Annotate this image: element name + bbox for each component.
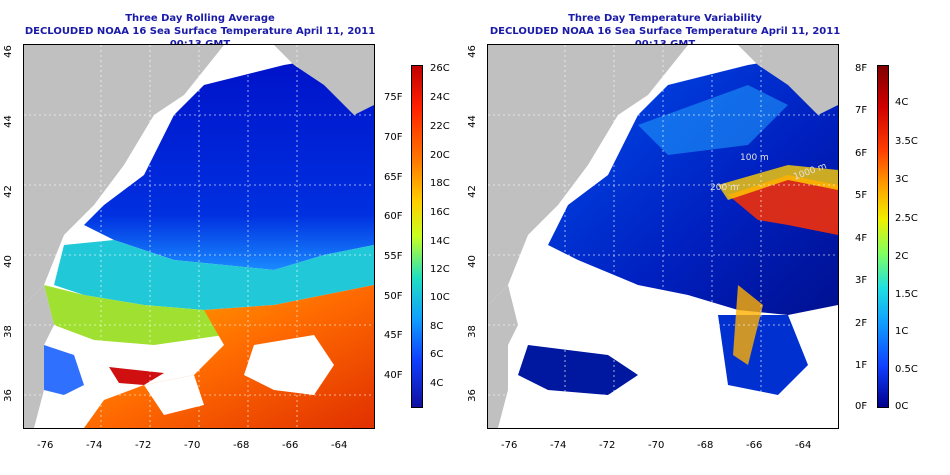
right-cb-f-5: 5F <box>855 190 868 201</box>
right-cb-c-1.5: 1.5C <box>895 289 918 300</box>
right-lat-38: 38 <box>466 325 478 338</box>
left-cb-c-20: 20C <box>430 150 450 161</box>
right-lat-42: 42 <box>466 185 478 198</box>
contour-label-100m: 100 m <box>740 153 769 163</box>
right-lon-70: -70 <box>648 440 665 451</box>
right-cb-f-0: 0F <box>855 401 868 412</box>
left-lat-42: 42 <box>2 185 14 198</box>
right-title-line1: Three Day Temperature Variability <box>568 13 762 24</box>
right-cb-c-3.5: 3.5C <box>895 136 918 147</box>
left-lon-66: -66 <box>282 440 299 451</box>
left-cb-c-24: 24C <box>430 92 450 103</box>
right-cb-f-4: 4F <box>855 233 868 244</box>
left-lon-64: -64 <box>331 440 348 451</box>
right-lon-66: -66 <box>746 440 763 451</box>
right-lat-44: 44 <box>466 115 478 128</box>
right-map-graphic <box>488 45 838 428</box>
left-cb-c-16: 16C <box>430 207 450 218</box>
right-cb-f-1: 1F <box>855 360 868 371</box>
right-cb-f-2: 2F <box>855 318 868 329</box>
left-lon-68: -68 <box>233 440 250 451</box>
left-cb-f-40: 40F <box>384 370 403 381</box>
right-lon-76: -76 <box>501 440 518 451</box>
left-cb-c-12: 12C <box>430 264 450 275</box>
left-cb-c-26: 26C <box>430 63 450 74</box>
right-cb-c-2: 2C <box>895 251 909 262</box>
left-cb-f-50: 50F <box>384 291 403 302</box>
left-lat-38: 38 <box>2 325 14 338</box>
right-map: 1000 m 200 m 100 m <box>487 44 839 429</box>
right-cb-c-3: 3C <box>895 174 909 185</box>
left-cb-c-8: 8C <box>430 321 444 332</box>
left-title-line1: Three Day Rolling Average <box>125 13 275 24</box>
left-lat-44: 44 <box>2 115 14 128</box>
right-cb-c-1: 1C <box>895 326 909 337</box>
right-lon-74: -74 <box>550 440 567 451</box>
left-cb-f-75: 75F <box>384 92 403 103</box>
left-cb-f-70: 70F <box>384 132 403 143</box>
left-cb-c-18: 18C <box>430 178 450 189</box>
right-lon-64: -64 <box>795 440 812 451</box>
left-cb-f-65: 65F <box>384 172 403 183</box>
right-cb-f-3: 3F <box>855 275 868 286</box>
right-cb-c-4: 4C <box>895 97 909 108</box>
left-lat-40: 40 <box>2 255 14 268</box>
left-lat-36: 36 <box>2 389 14 402</box>
left-cb-c-14: 14C <box>430 236 450 247</box>
left-lon-76: -76 <box>37 440 54 451</box>
left-colorbar <box>411 65 423 408</box>
left-cb-c-4: 4C <box>430 378 444 389</box>
right-cb-f-8: 8F <box>855 63 868 74</box>
left-map <box>23 44 375 429</box>
left-cb-c-22: 22C <box>430 121 450 132</box>
left-cb-f-45: 45F <box>384 330 403 341</box>
right-lon-68: -68 <box>697 440 714 451</box>
right-cb-c-2.5: 2.5C <box>895 213 918 224</box>
right-lat-36: 36 <box>466 389 478 402</box>
right-colorbar <box>877 65 889 408</box>
right-lat-46: 46 <box>466 45 478 58</box>
left-lon-74: -74 <box>86 440 103 451</box>
contour-label-200m: 200 m <box>710 183 739 193</box>
right-cb-c-0: 0C <box>895 401 909 412</box>
right-cb-c-0.5: 0.5C <box>895 364 918 375</box>
left-cb-f-60: 60F <box>384 211 403 222</box>
left-cb-f-55: 55F <box>384 251 403 262</box>
right-lat-40: 40 <box>466 255 478 268</box>
left-lon-72: -72 <box>135 440 152 451</box>
right-cb-f-6: 6F <box>855 148 868 159</box>
left-cb-c-6: 6C <box>430 349 444 360</box>
left-lon-70: -70 <box>184 440 201 451</box>
right-lon-72: -72 <box>599 440 616 451</box>
left-lat-46: 46 <box>2 45 14 58</box>
left-cb-c-10: 10C <box>430 292 450 303</box>
right-cb-f-7: 7F <box>855 105 868 116</box>
left-map-graphic <box>24 45 374 428</box>
